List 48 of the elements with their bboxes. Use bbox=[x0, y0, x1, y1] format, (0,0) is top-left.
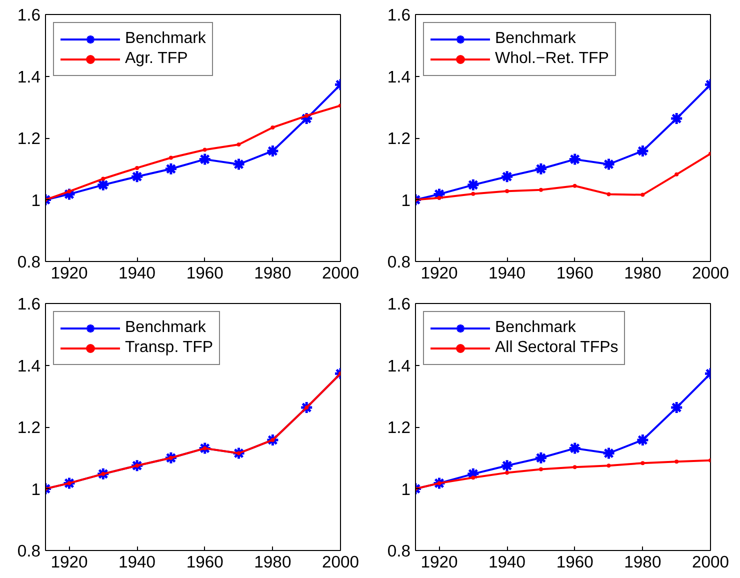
x-tick-label: 1980 bbox=[254, 552, 292, 572]
x-tick-label: 1920 bbox=[50, 264, 88, 282]
legend-label: Benchmark bbox=[125, 29, 206, 49]
x-tick-label: 1920 bbox=[50, 552, 88, 572]
y-tick-label: 0.8 bbox=[17, 542, 40, 560]
y-tick-label: 1.2 bbox=[387, 129, 410, 148]
x-tick-label: 2000 bbox=[692, 264, 730, 282]
y-tick-label: 1.4 bbox=[387, 67, 410, 86]
x-tick-label: 1940 bbox=[118, 264, 156, 282]
x-tick-label: 1940 bbox=[488, 552, 526, 572]
y-tick-label: 1 bbox=[401, 480, 410, 499]
legend-label: Transp. TFP bbox=[125, 338, 214, 358]
y-tick-label: 1.2 bbox=[17, 129, 40, 148]
x-tick-label: 1980 bbox=[624, 552, 662, 572]
y-tick-label: 1 bbox=[31, 480, 40, 499]
legend-label: Benchmark bbox=[495, 29, 576, 49]
x-tick-label: 1980 bbox=[624, 264, 662, 282]
legend-label: Benchmark bbox=[495, 318, 576, 338]
x-tick-label: 1960 bbox=[556, 264, 594, 282]
x-tick-label: 1960 bbox=[186, 264, 224, 282]
y-tick-label: 1.4 bbox=[17, 356, 40, 376]
x-tick-label: 2000 bbox=[322, 264, 360, 282]
y-tick-label: 1.2 bbox=[17, 418, 40, 437]
x-tick-label: 1940 bbox=[488, 264, 526, 282]
x-tick-label: 1980 bbox=[254, 264, 292, 282]
y-tick-label: 1.6 bbox=[17, 294, 40, 314]
y-tick-label: 1 bbox=[401, 190, 410, 210]
x-tick-label: 1940 bbox=[118, 552, 156, 572]
legend-label: Agr. TFP bbox=[125, 49, 188, 69]
x-tick-label: 1920 bbox=[420, 552, 458, 572]
legend-label: All Sectoral TFPs bbox=[495, 338, 618, 358]
y-tick-label: 1.2 bbox=[387, 418, 410, 437]
x-tick-label: 1920 bbox=[420, 264, 458, 282]
y-tick-label: 1.4 bbox=[387, 356, 410, 376]
legend-label: Benchmark bbox=[125, 318, 206, 338]
y-tick-label: 0.8 bbox=[387, 542, 410, 560]
x-tick-label: 2000 bbox=[322, 552, 360, 572]
y-tick-label: 1.6 bbox=[17, 6, 40, 24]
y-tick-label: 0.8 bbox=[17, 252, 40, 272]
legend-label: Whol.−Ret. TFP bbox=[495, 49, 609, 69]
x-tick-label: 2000 bbox=[692, 552, 730, 572]
y-tick-label: 1 bbox=[31, 190, 40, 210]
x-tick-label: 1960 bbox=[186, 552, 224, 572]
y-tick-label: 1.4 bbox=[17, 67, 40, 86]
x-tick-label: 1960 bbox=[556, 552, 594, 572]
y-tick-label: 0.8 bbox=[387, 252, 410, 272]
y-tick-label: 1.6 bbox=[387, 6, 410, 24]
y-tick-label: 1.6 bbox=[387, 294, 410, 314]
